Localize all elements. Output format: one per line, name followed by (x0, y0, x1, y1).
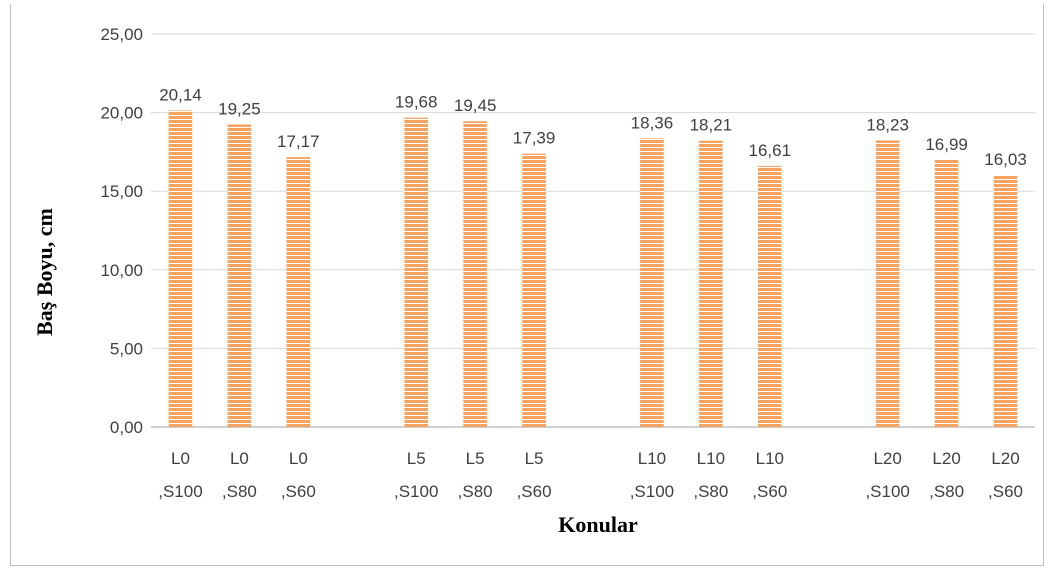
x-tick-label: L10 (697, 449, 725, 468)
x-tick-label: L20 (991, 449, 1019, 468)
x-tick-label: ,S80 (458, 482, 493, 501)
x-tick-label: ,S80 (693, 482, 728, 501)
data-label: 19,25 (218, 99, 261, 118)
x-axis-title: Konular (558, 512, 638, 537)
bar (875, 140, 900, 428)
chart-frame: 20,14 19,25 17,17 19,68 19,45 17,39 18,36 18,21… (10, 4, 1044, 566)
bar (227, 124, 252, 427)
bar (758, 165, 782, 427)
y-tick-label: 25,00 (100, 25, 143, 44)
y-tick-label: 20,00 (100, 104, 143, 123)
bar (404, 117, 428, 427)
x-tick-label: ,S80 (929, 482, 964, 501)
y-tick-label: 0,00 (110, 418, 143, 437)
bar (463, 121, 487, 427)
data-label: 19,68 (395, 93, 438, 112)
x-tick-label: L10 (756, 449, 784, 468)
data-label: 19,45 (454, 96, 497, 115)
grid-layer (151, 33, 1035, 428)
x-tick-label: L5 (525, 449, 544, 468)
x-tick-label: ,S60 (281, 482, 316, 501)
x-tick-label: L0 (289, 449, 308, 468)
y-tick-label: 10,00 (100, 261, 143, 280)
x-tick-label: L0 (230, 449, 249, 468)
x-tick-label: ,S100 (158, 482, 202, 501)
x-tick-label: L5 (466, 449, 485, 468)
bar (993, 175, 1018, 427)
data-label: 18,36 (631, 113, 674, 132)
data-label: 16,99 (925, 135, 968, 154)
bar (699, 140, 723, 427)
y-axis-title: Baş Boyu, cm (32, 208, 57, 336)
data-label: 17,39 (513, 129, 556, 148)
bar (286, 157, 311, 428)
x-tick-label: ,S100 (394, 482, 438, 501)
x-tick-label: ,S80 (222, 482, 257, 501)
x-tick-label: ,S100 (630, 482, 674, 501)
x-tick-label: ,S60 (752, 482, 787, 501)
y-tick-label: 5,00 (110, 339, 143, 358)
data-label: 16,61 (749, 141, 792, 160)
x-tick-label: L10 (638, 449, 666, 468)
tick-layer: 0,00 5,00 10,00 15,00 20,00 25,00 L0 ,S100 L0 ,S8… (100, 25, 1023, 501)
data-label: 18,23 (866, 115, 909, 134)
bar (168, 110, 193, 427)
y-tick-label: 15,00 (100, 182, 143, 201)
data-label: 17,17 (277, 132, 320, 151)
x-tick-label: ,S60 (988, 482, 1023, 501)
x-tick-label: L5 (407, 449, 426, 468)
x-tick-label: L0 (171, 449, 190, 468)
x-tick-label: ,S100 (865, 482, 909, 501)
x-tick-label: L20 (873, 449, 901, 468)
bar (934, 159, 959, 427)
chart-svg: 20,14 19,25 17,17 19,68 19,45 17,39 18,36 18,21… (32, 25, 1035, 537)
bar (640, 138, 664, 427)
x-tick-label: ,S60 (517, 482, 552, 501)
bar (522, 153, 546, 427)
data-label: 20,14 (159, 85, 202, 104)
x-tick-label: L20 (932, 449, 960, 468)
data-label: 16,03 (984, 150, 1027, 169)
bar-layer: 20,14 19,25 17,17 19,68 19,45 17,39 18,36 18,21… (159, 85, 1027, 428)
data-label: 18,21 (690, 116, 733, 135)
